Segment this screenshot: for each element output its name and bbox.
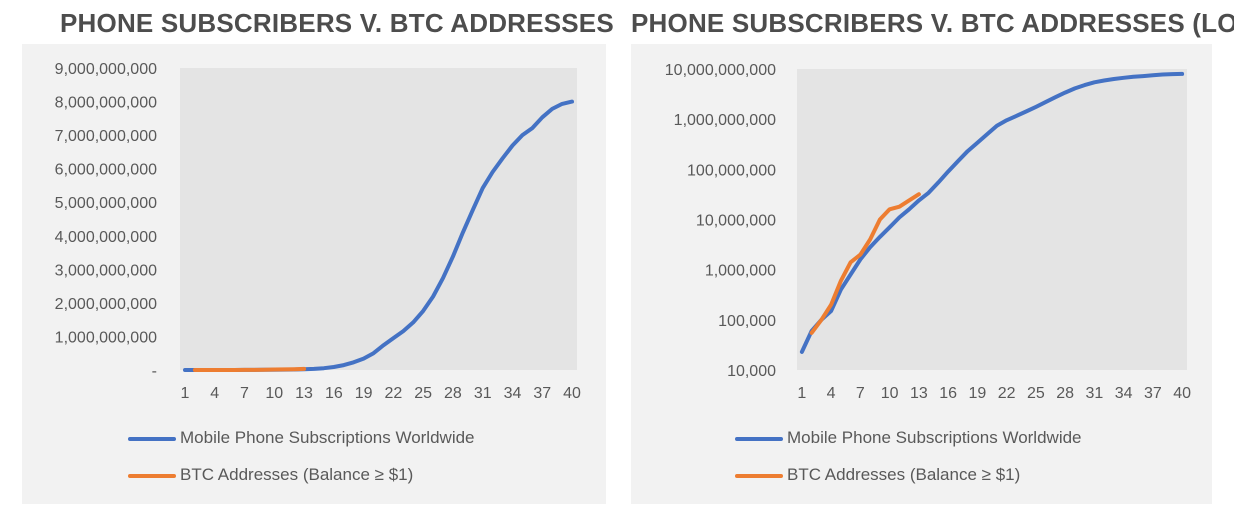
legend-btc-label: BTC Addresses (Balance ≥ $1) [180,465,414,484]
right-chart-title: PHONE SUBSCRIBERS V. BTC ADDRESSES (LOG) [631,8,1234,38]
left-y-tick-label: 6,000,000,000 [55,162,157,179]
left-y-tick-label: 2,000,000,000 [55,296,157,313]
left-legend-phone: Mobile Phone Subscriptions Worldwide [128,428,475,448]
left-y-tick-label: - [152,363,157,380]
left-x-tick-label: 22 [384,385,402,402]
left-y-tick-label: 5,000,000,000 [55,195,157,212]
right-series-mobile-subscriptions [799,71,1185,354]
right-x-tick-label: 7 [856,385,865,402]
left-y-tick-label: 8,000,000,000 [55,95,157,112]
right-x-tick-label: 25 [1027,385,1045,402]
left-y-tick-label: 4,000,000,000 [55,229,157,246]
left-x-tick-label: 37 [533,385,551,402]
right-x-tick-label: 4 [827,385,836,402]
left-plot-area [180,68,577,370]
right-y-tick-label: 10,000,000 [696,213,776,230]
left-x-tick-label: 25 [414,385,432,402]
right-legend-phone: Mobile Phone Subscriptions Worldwide [735,428,1082,448]
legend-phone-swatch [735,436,783,441]
left-x-tick-label: 28 [444,385,462,402]
legend-phone-label: Mobile Phone Subscriptions Worldwide [180,428,475,447]
right-x-tick-label: 10 [881,385,899,402]
right-x-tick-label: 16 [939,385,957,402]
right-x-tick-label: 34 [1115,385,1133,402]
right-y-tick-label: 1,000,000,000 [674,112,776,129]
left-y-tick-label: 9,000,000,000 [55,61,157,78]
left-x-tick-label: 34 [504,385,522,402]
right-x-tick-label: 13 [910,385,928,402]
left-x-tick-label: 7 [240,385,249,402]
left-x-tick-label: 1 [181,385,190,402]
left-x-tick-label: 40 [563,385,581,402]
left-x-tick-label: 16 [325,385,343,402]
legend-btc-label: BTC Addresses (Balance ≥ $1) [787,465,1021,484]
right-x-tick-label: 31 [1085,385,1103,402]
left-x-tick-label: 13 [295,385,313,402]
right-y-tick-label: 10,000,000,000 [665,62,776,79]
right-x-tick-label: 37 [1144,385,1162,402]
right-y-tick-label: 10,000 [727,363,776,380]
left-series-btc-addresses [192,366,307,372]
right-x-tick-label: 28 [1056,385,1074,402]
right-series-btc-addresses [809,192,921,335]
legend-phone-swatch [128,436,176,441]
right-x-tick-label: 22 [998,385,1016,402]
left-chart-title: PHONE SUBSCRIBERS V. BTC ADDRESSES [60,8,614,38]
left-x-tick-label: 19 [355,385,373,402]
right-legend-btc: BTC Addresses (Balance ≥ $1) [735,465,1020,485]
right-y-tick-label: 100,000 [718,313,776,330]
right-x-tick-label: 1 [797,385,806,402]
left-y-tick-label: 1,000,000,000 [55,329,157,346]
right-plot-area [797,69,1187,370]
right-x-tick-label: 40 [1173,385,1191,402]
legend-btc-swatch [735,473,783,478]
left-legend-btc: BTC Addresses (Balance ≥ $1) [128,465,413,485]
left-x-tick-label: 4 [210,385,219,402]
left-x-tick-label: 31 [474,385,492,402]
right-y-tick-label: 100,000,000 [687,162,776,179]
left-y-tick-label: 3,000,000,000 [55,262,157,279]
left-y-tick-label: 7,000,000,000 [55,128,157,145]
left-x-tick-label: 10 [265,385,283,402]
legend-btc-swatch [128,473,176,478]
legend-phone-label: Mobile Phone Subscriptions Worldwide [787,428,1082,447]
right-y-tick-label: 1,000,000 [705,263,776,280]
right-x-tick-label: 19 [968,385,986,402]
